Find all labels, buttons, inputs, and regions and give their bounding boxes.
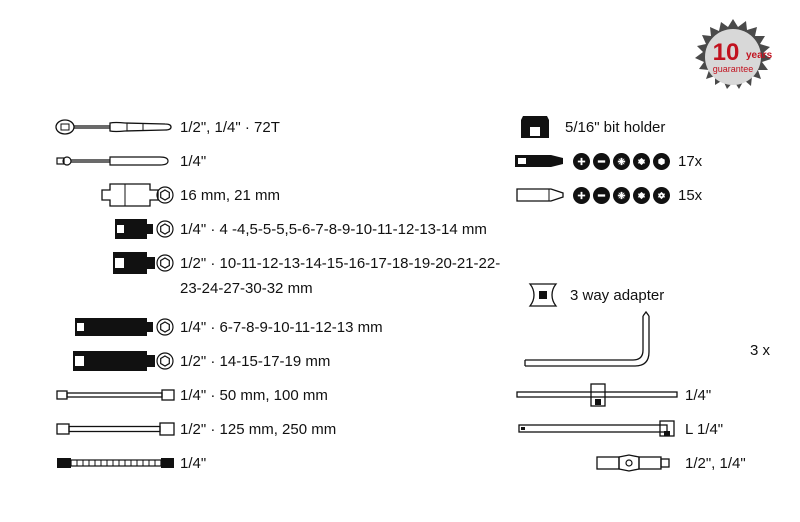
- spec-text: 15x: [678, 187, 702, 204]
- spec-text: 1/2", 1/4": [685, 455, 746, 472]
- right-column: 5/16" bit holder: [515, 110, 770, 480]
- phillips-icon: [573, 187, 590, 204]
- spec-text: 1/4" · 50 mm, 100 mm: [180, 387, 328, 404]
- socket-icon: [55, 246, 180, 280]
- svg-text:guarantee: guarantee: [713, 64, 754, 74]
- spec-row: 1/2" · 10-11-12-13-14-15-16-17-18-19-20-…: [55, 246, 515, 280]
- spec-text: 1/4": [685, 387, 711, 404]
- slot-icon: [593, 153, 610, 170]
- torx-icon: [633, 187, 650, 204]
- spec-row: 3 x: [515, 310, 770, 378]
- spec-text-continuation: 23-24-27-30-32 mm: [55, 280, 515, 310]
- spec-row: 5/16" bit holder: [515, 110, 770, 144]
- spec-text: 3 x: [750, 342, 770, 359]
- spec-row: L 1/4": [515, 412, 770, 446]
- svg-text:10: 10: [713, 39, 740, 66]
- spark-socket-icon: [55, 178, 180, 212]
- spec-row: 1/4": [515, 378, 770, 412]
- spec-text: 17x: [678, 153, 702, 170]
- svg-text:years: years: [746, 50, 772, 61]
- spec-text: 5/16" bit holder: [565, 119, 665, 136]
- deep-socket-icon: [55, 310, 180, 344]
- bit-type-icons: [573, 153, 670, 170]
- spec-row: 3 way adapter: [515, 280, 770, 310]
- bit-type-icons: [573, 187, 670, 204]
- spec-text: 1/4": [180, 153, 206, 170]
- spec-row: 1/4" · 4 -4,5-5-5,5-6-7-8-9-10-11-12-13-…: [55, 212, 515, 246]
- extension-icon: [55, 412, 180, 446]
- torx-tamper-icon: [653, 187, 670, 204]
- spec-row: 1/2", 1/4" · 72T: [55, 110, 515, 144]
- spec-text: 1/4": [180, 455, 206, 472]
- ratchet-icon: [55, 110, 180, 144]
- spec-row: 1/4" · 6-7-8-9-10-11-12-13 mm: [55, 310, 515, 344]
- extension-icon: [55, 378, 180, 412]
- spec-row: 1/4": [55, 446, 515, 480]
- spinner-handle-icon: [55, 144, 180, 178]
- pozi-icon: [613, 187, 630, 204]
- deep-socket-icon: [55, 344, 180, 378]
- spec-text: 1/2", 1/4" · 72T: [180, 119, 280, 136]
- l-handle-icon: [515, 417, 685, 441]
- spec-row: 1/2", 1/4": [515, 446, 770, 480]
- torx-icon: [633, 153, 650, 170]
- bit-holder-icon: [515, 112, 565, 142]
- spec-row: 15x: [515, 178, 770, 212]
- spec-row: 1/4" · 50 mm, 100 mm: [55, 378, 515, 412]
- spec-row: 1/4": [55, 144, 515, 178]
- guarantee-badge: 10 years guarantee: [694, 18, 772, 96]
- spec-text: 1/2" · 10-11-12-13-14-15-16-17-18-19-20-…: [180, 255, 500, 272]
- hex-key-icon: [515, 310, 655, 372]
- slot-icon: [593, 187, 610, 204]
- spec-row: 1/2" · 125 mm, 250 mm: [55, 412, 515, 446]
- spec-text: 1/4" · 4 -4,5-5-5,5-6-7-8-9-10-11-12-13-…: [180, 221, 487, 238]
- spec-text: 1/2" · 125 mm, 250 mm: [180, 421, 336, 438]
- spec-text: 16 mm, 21 mm: [180, 187, 280, 204]
- left-column: 1/2", 1/4" · 72T 1/4": [55, 110, 515, 480]
- spec-row: 16 mm, 21 mm: [55, 178, 515, 212]
- spec-row: 1/2" · 14-15-17-19 mm: [55, 344, 515, 378]
- hex-icon: [653, 153, 670, 170]
- adapter-icon: [515, 282, 570, 308]
- socket-icon: [55, 212, 180, 246]
- spec-table: 1/2", 1/4" · 72T 1/4": [55, 110, 770, 480]
- spec-text: 1/4" · 6-7-8-9-10-11-12-13 mm: [180, 319, 383, 336]
- spec-text: L 1/4": [685, 421, 723, 438]
- pozi-icon: [613, 153, 630, 170]
- universal-joint-icon: [515, 450, 685, 476]
- spec-row: 17x: [515, 144, 770, 178]
- spec-text: 3 way adapter: [570, 287, 664, 304]
- phillips-icon: [573, 153, 590, 170]
- t-handle-icon: [515, 381, 685, 409]
- bit-shaft-icon: [515, 150, 573, 172]
- spec-text: 1/2" · 14-15-17-19 mm: [180, 353, 330, 370]
- flex-extension-icon: [55, 446, 180, 480]
- bit-shaft-outline-icon: [515, 184, 573, 206]
